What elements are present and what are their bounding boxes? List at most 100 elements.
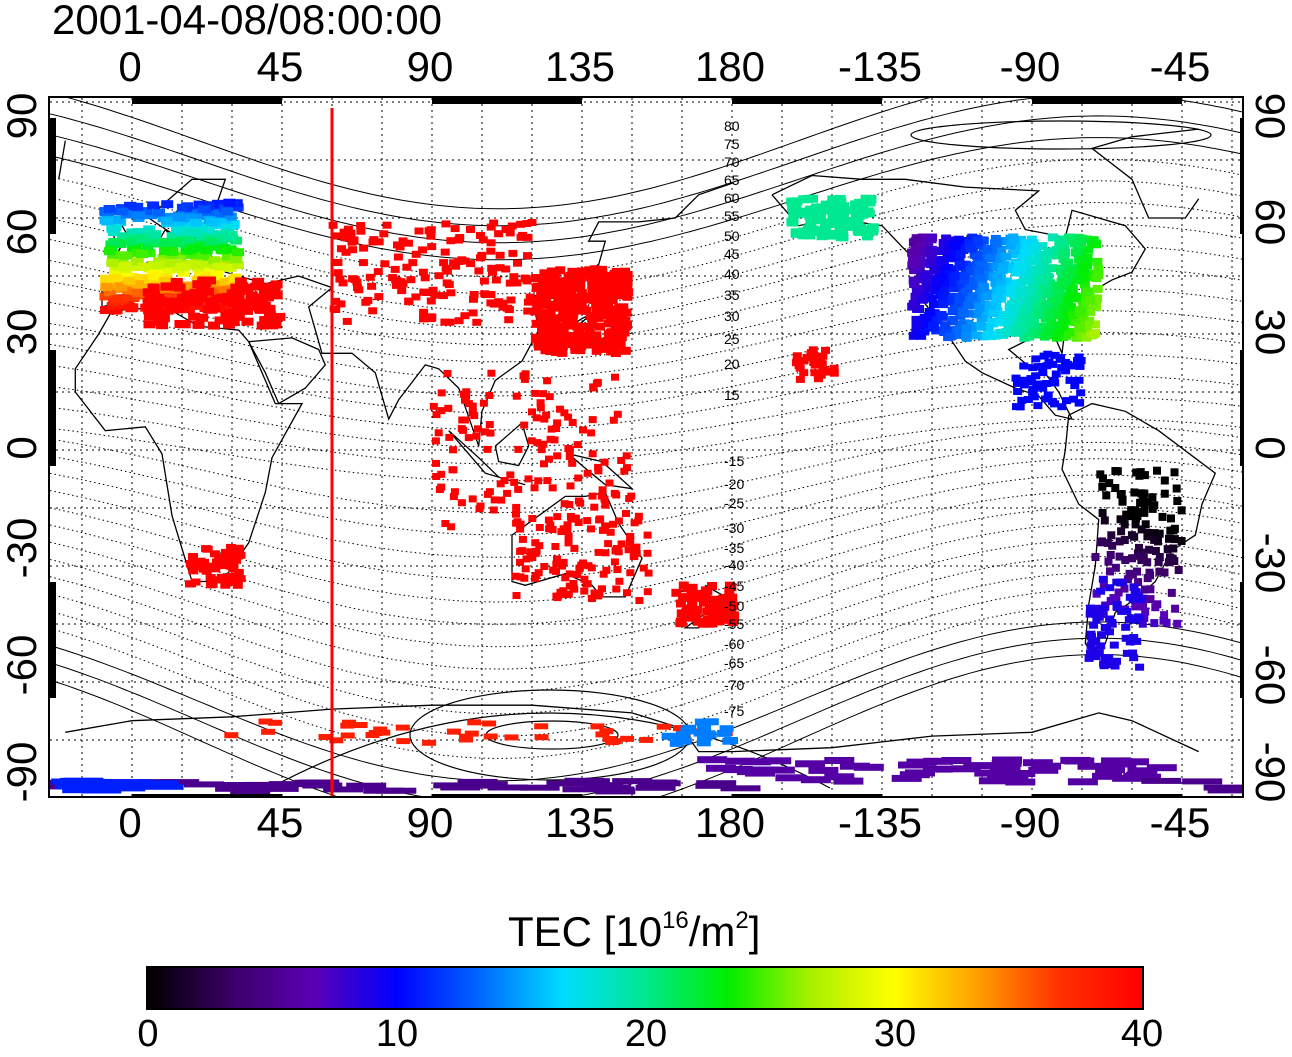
tec-pixel <box>485 421 494 428</box>
frame-tick-bar <box>50 350 56 466</box>
tec-pixel <box>1058 322 1069 331</box>
tec-pixel <box>530 307 541 316</box>
tec-pixel <box>1155 567 1164 576</box>
contour-label: -70 <box>724 677 744 693</box>
tec-pixel <box>1170 557 1179 565</box>
tec-pixel <box>560 409 569 417</box>
tec-pixel <box>535 542 544 550</box>
tec-pixel <box>1077 762 1108 770</box>
tec-pixel <box>200 267 213 276</box>
tec-pixel <box>992 272 1003 281</box>
tec-pixel <box>494 230 504 238</box>
tec-pixel <box>729 611 740 620</box>
tec-pixel <box>329 737 344 744</box>
tec-pixel <box>243 781 284 788</box>
tec-pixel <box>624 546 633 554</box>
tec-pixel <box>258 718 273 725</box>
tec-pixel <box>799 369 809 377</box>
tec-pixel <box>1120 584 1129 593</box>
tec-pixel <box>1091 274 1102 283</box>
tec-pixel <box>165 253 178 262</box>
map-canvas[interactable]: 80 75 70 65 60 55 50 45 40 35 30 25 20 15 -15 -20 -25 -30… <box>50 98 1244 798</box>
contour-label: -75 <box>724 703 744 719</box>
map-panel[interactable]: 80 75 70 65 60 55 50 45 40 35 30 25 20 15 -15 -20 -25 -30… <box>48 96 1244 798</box>
tec-pixel <box>487 369 496 377</box>
frame-tick-bar <box>1032 98 1182 104</box>
magnetic-contour <box>50 605 1242 759</box>
tec-pixel <box>454 317 464 325</box>
tec-pixel <box>1170 535 1179 544</box>
tec-pixel <box>338 279 348 287</box>
tec-pixel <box>1138 492 1147 501</box>
tec-pixel <box>190 244 202 253</box>
tec-pixel <box>464 730 479 737</box>
tec-pixel <box>829 364 839 372</box>
tec-pixel <box>1085 610 1095 618</box>
tec-pixel <box>534 569 543 577</box>
tec-pixel <box>478 236 488 244</box>
tec-pixel <box>612 288 623 297</box>
tec-pixel <box>693 617 703 626</box>
south-magnetic-pole-contour <box>409 689 691 781</box>
tec-pixel <box>1008 324 1019 333</box>
tec-pixel <box>1137 525 1146 534</box>
tec-pixel <box>938 300 949 309</box>
tec-pixel <box>775 774 806 782</box>
tec-pixel <box>528 408 536 416</box>
tec-pixel <box>581 322 592 331</box>
tec-pixel <box>923 238 934 246</box>
tec-pixel <box>1028 310 1039 319</box>
tec-pixel <box>188 553 198 560</box>
tec-pixel <box>933 247 943 255</box>
tec-pixel <box>210 565 221 573</box>
tec-pixel <box>583 517 592 525</box>
tec-pixel <box>599 276 610 285</box>
contour-label: -65 <box>724 655 744 671</box>
tec-pixel <box>196 313 209 322</box>
tec-pixel <box>1145 545 1154 554</box>
tec-pixel <box>1009 236 1020 245</box>
tec-pixel <box>1092 284 1103 293</box>
tec-pixel <box>1013 388 1023 395</box>
colorbar-title: TEC [1016/m2] <box>508 907 761 955</box>
tec-pixel <box>821 218 833 227</box>
tec-pixel <box>787 203 799 212</box>
tec-pixel <box>218 234 230 243</box>
tec-pixel <box>1090 610 1100 618</box>
tec-pixel <box>475 505 484 513</box>
tec-pixel <box>218 287 231 296</box>
tec-pixel <box>547 425 556 433</box>
tec-pixel <box>724 587 735 596</box>
tec-pixel <box>1134 578 1143 587</box>
tec-pixel <box>891 774 922 782</box>
tec-pixel <box>599 570 608 578</box>
tec-pixel <box>990 239 1000 248</box>
colorbar-tick-label: 10 <box>375 1013 419 1055</box>
tec-pixel <box>1115 537 1124 546</box>
tec-pixel <box>558 293 569 302</box>
tec-pixel <box>1101 757 1131 765</box>
contour-label: 65 <box>724 172 740 188</box>
magnetic-contour <box>50 490 1242 603</box>
tec-pixel <box>215 785 256 792</box>
tec-pixel <box>1169 544 1178 553</box>
tec-pixel <box>1146 764 1177 772</box>
tec-pixel <box>545 308 556 317</box>
right-lat-label: 30 <box>1247 309 1292 356</box>
tec-pixel <box>1031 355 1041 363</box>
tec-pixel <box>922 284 932 293</box>
tec-pixel <box>1039 284 1050 293</box>
tec-pixel <box>194 271 207 280</box>
tec-pixel <box>1182 778 1223 785</box>
tec-pixel <box>531 319 542 328</box>
tec-pixel <box>533 439 542 447</box>
tec-pixel <box>574 328 585 337</box>
tec-pixel <box>516 573 525 581</box>
tec-pixel <box>404 239 413 247</box>
tec-pixel <box>429 402 438 410</box>
tec-pixel <box>335 275 345 283</box>
tec-pixel <box>1118 497 1127 506</box>
tec-pixel <box>1060 249 1071 257</box>
tec-pixel <box>181 228 194 237</box>
tec-pixel <box>1128 649 1138 657</box>
